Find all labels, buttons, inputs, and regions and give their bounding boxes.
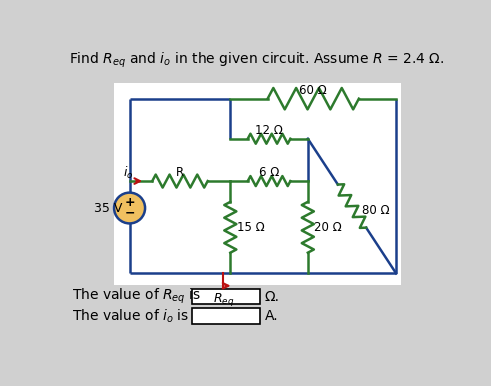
Text: The value of $i_o$ is: The value of $i_o$ is (72, 307, 190, 325)
Text: −: − (124, 207, 135, 220)
Text: $R_{eq}$: $R_{eq}$ (214, 291, 235, 308)
Bar (114, 83, 401, 285)
Text: R: R (176, 166, 184, 179)
Text: +: + (124, 196, 135, 209)
Text: 20 Ω: 20 Ω (314, 221, 342, 234)
Bar (191, 289, 260, 304)
Text: 12 Ω: 12 Ω (255, 124, 283, 137)
Text: Ω.: Ω. (265, 290, 279, 303)
Text: The value of $R_{eq}$ is: The value of $R_{eq}$ is (72, 287, 201, 306)
Text: Find $R_{eq}$ and $i_o$ in the given circuit. Assume $R$ = 2.4 Ω.: Find $R_{eq}$ and $i_o$ in the given cir… (69, 51, 444, 70)
Bar (191, 308, 260, 323)
Text: 60 Ω: 60 Ω (300, 84, 327, 97)
Circle shape (114, 193, 145, 223)
Text: 35 V: 35 V (94, 201, 122, 215)
Text: A.: A. (265, 309, 278, 323)
Text: 15 Ω: 15 Ω (237, 221, 264, 234)
Text: $i_o$: $i_o$ (123, 164, 133, 181)
Text: 6 Ω: 6 Ω (259, 166, 279, 179)
Text: 80 Ω: 80 Ω (362, 204, 390, 217)
